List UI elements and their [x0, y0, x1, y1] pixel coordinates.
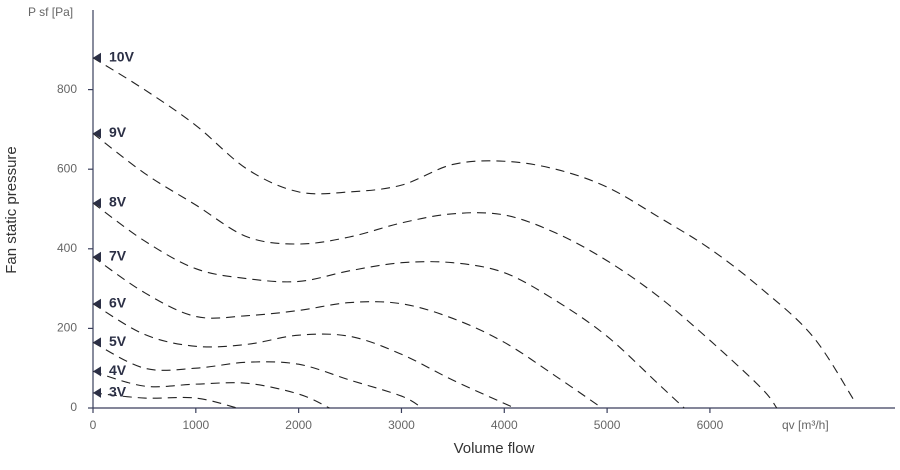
x-axis-label: Volume flow	[454, 440, 535, 457]
series-label: 10V	[109, 48, 135, 64]
y-tick-label: 0	[70, 400, 77, 414]
fan-curve	[92, 57, 855, 401]
x-tick-label: 2000	[285, 418, 312, 432]
y-tick-label: 400	[57, 241, 77, 255]
y-tick-label: 600	[57, 161, 77, 175]
fan-curve	[92, 256, 603, 409]
x-tick-label: 3000	[388, 418, 415, 432]
curve-marker	[93, 251, 101, 262]
x-tick-label: 6000	[697, 418, 724, 432]
series-label: 7V	[109, 247, 127, 263]
y-axis-label: Fan static pressure	[3, 146, 20, 274]
y-tick-label: 200	[57, 321, 77, 335]
curve-marker	[93, 366, 101, 377]
series-label: 3V	[109, 384, 127, 400]
series-label: 6V	[109, 294, 127, 310]
curve-marker	[93, 298, 101, 309]
series-label: 5V	[109, 333, 127, 349]
y-tick-label: 800	[57, 82, 77, 96]
curve-marker	[93, 337, 101, 348]
series-label: 4V	[109, 362, 127, 378]
fan-curve	[92, 370, 330, 409]
x-tick-label: 5000	[594, 418, 621, 432]
fan-curve	[92, 303, 515, 409]
series-label: 9V	[109, 124, 127, 140]
curve-marker	[93, 52, 101, 63]
curve-marker	[93, 198, 101, 209]
x-tick-label: 1000	[182, 418, 209, 432]
x-tick-label: 4000	[491, 418, 518, 432]
series-label: 8V	[109, 194, 127, 210]
x-tick-label: 0	[90, 418, 97, 432]
fan-curve	[92, 392, 238, 409]
curve-marker	[93, 128, 101, 139]
curve-marker	[93, 387, 101, 398]
fan-curve	[92, 132, 778, 409]
y-axis-unit: P sf [Pa]	[28, 5, 73, 19]
fan-curve	[92, 341, 423, 409]
fan-curve	[92, 202, 685, 409]
x-axis-unit: qv [m³/h]	[782, 418, 829, 432]
